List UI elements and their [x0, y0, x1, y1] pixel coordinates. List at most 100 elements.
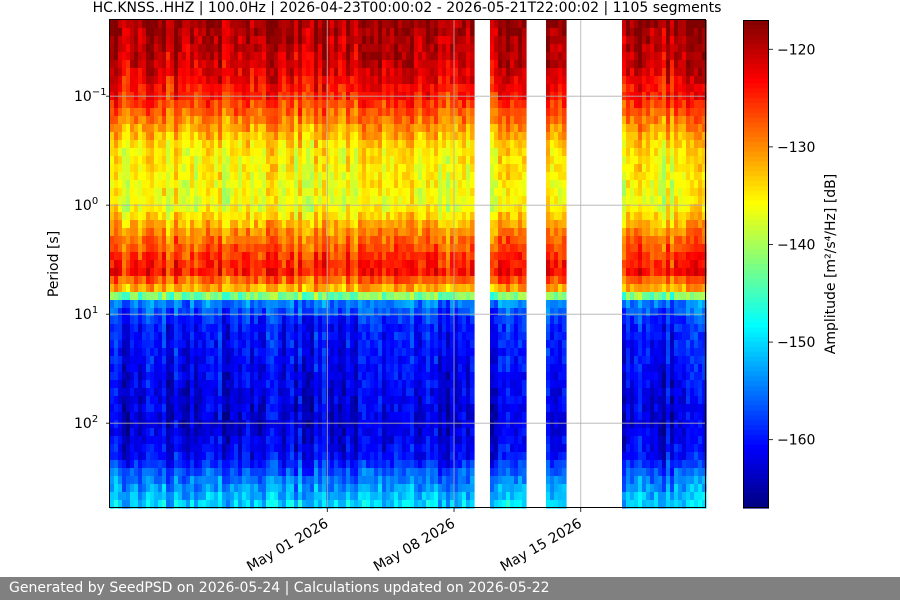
spectrogram-cell	[350, 460, 355, 469]
spectrogram-cell	[210, 316, 215, 325]
spectrogram-cell	[110, 444, 115, 453]
spectrogram-cell	[118, 188, 123, 197]
spectrogram-cell	[354, 476, 359, 485]
spectrogram-cell	[178, 468, 183, 477]
spectrogram-cell	[350, 156, 355, 165]
spectrogram-cell	[234, 260, 239, 269]
spectrogram-cell	[414, 20, 419, 29]
spectrogram-cell	[266, 436, 271, 445]
spectrogram-cell	[226, 76, 231, 85]
spectrogram-cell	[278, 204, 283, 213]
spectrogram-cell	[322, 500, 327, 509]
spectrogram-cell	[226, 252, 231, 261]
spectrogram-cell	[358, 412, 363, 421]
spectrogram-cell	[194, 348, 199, 357]
spectrogram-cell	[202, 356, 207, 365]
spectrogram-cell	[390, 260, 395, 269]
spectrogram-cell	[230, 364, 235, 373]
spectrogram-cell	[166, 308, 171, 317]
spectrogram-cell	[266, 132, 271, 141]
spectrogram-cell	[142, 84, 147, 93]
spectrogram-cell	[350, 436, 355, 445]
spectrogram-cell	[350, 196, 355, 205]
spectrogram-cell	[186, 156, 191, 165]
spectrogram-cell	[110, 388, 115, 397]
spectrogram-cell	[238, 220, 243, 229]
spectrogram-cell	[326, 428, 331, 437]
spectrogram-cell	[330, 212, 335, 221]
spectrogram-cell	[330, 324, 335, 333]
spectrogram-cell	[366, 228, 371, 237]
spectrogram-cell	[182, 468, 187, 477]
spectrogram-cell	[390, 428, 395, 437]
spectrogram-cell	[114, 436, 119, 445]
spectrogram-cell	[238, 428, 243, 437]
spectrogram-cell	[266, 44, 271, 53]
spectrogram-cell	[190, 188, 195, 197]
spectrogram-cell	[306, 172, 311, 181]
spectrogram-cell	[406, 188, 411, 197]
spectrogram-cell	[234, 236, 239, 245]
spectrogram-cell	[394, 172, 399, 181]
spectrogram-cell	[274, 244, 279, 253]
spectrogram-column	[402, 20, 407, 509]
spectrogram-cell	[386, 300, 391, 309]
spectrogram-cell	[398, 436, 403, 445]
spectrogram-cell	[186, 460, 191, 469]
spectrogram-cell	[314, 308, 319, 317]
spectrogram-cell	[346, 412, 351, 421]
spectrogram-cell	[330, 476, 335, 485]
spectrogram-cell	[118, 220, 123, 229]
spectrogram-cell	[230, 348, 235, 357]
spectrogram-cell	[298, 84, 303, 93]
spectrogram-cell	[174, 84, 179, 93]
spectrogram-cell	[254, 204, 259, 213]
spectrogram-cell	[298, 108, 303, 117]
spectrogram-cell	[338, 204, 343, 213]
spectrogram-cell	[170, 164, 175, 173]
spectrogram-cell	[230, 404, 235, 413]
spectrogram-cell	[346, 428, 351, 437]
spectrogram-cell	[294, 308, 299, 317]
spectrogram-cell	[378, 324, 383, 333]
spectrogram-cell	[426, 124, 431, 133]
spectrogram-cell	[122, 404, 127, 413]
spectrogram-cell	[218, 436, 223, 445]
spectrogram-cell	[338, 348, 343, 357]
spectrogram-cell	[178, 436, 183, 445]
spectrogram-cell	[270, 60, 275, 69]
spectrogram-cell	[226, 84, 231, 93]
spectrogram-cell	[290, 100, 295, 109]
spectrogram-cell	[354, 364, 359, 373]
spectrogram-column	[142, 20, 147, 509]
spectrogram-cell	[166, 188, 171, 197]
spectrogram-cell	[138, 204, 143, 213]
spectrogram-cell	[130, 180, 135, 189]
spectrogram-cell	[362, 68, 367, 77]
spectrogram-cell	[398, 468, 403, 477]
spectrogram-cell	[382, 316, 387, 325]
spectrogram-cell	[358, 316, 363, 325]
spectrogram-cell	[158, 108, 163, 117]
spectrogram-cell	[374, 52, 379, 61]
spectrogram-cell	[286, 20, 291, 29]
spectrogram-cell	[122, 188, 127, 197]
spectrogram-cell	[194, 116, 199, 125]
spectrogram-cell	[382, 52, 387, 61]
spectrogram-cell	[286, 60, 291, 69]
spectrogram-cell	[426, 68, 431, 77]
spectrogram-cell	[338, 172, 343, 181]
spectrogram-cell	[394, 468, 399, 477]
spectrogram-cell	[162, 220, 167, 229]
spectrogram-cell	[410, 164, 415, 173]
spectrogram-cell	[298, 468, 303, 477]
spectrogram-cell	[178, 124, 183, 133]
spectrogram-cell	[114, 372, 119, 381]
spectrogram-cell	[198, 84, 203, 93]
spectrogram-cell	[118, 452, 123, 461]
spectrogram-cell	[250, 316, 255, 325]
spectrogram-cell	[362, 52, 367, 61]
spectrogram-cell	[398, 396, 403, 405]
spectrogram-cell	[110, 492, 115, 501]
spectrogram-cell	[366, 116, 371, 125]
